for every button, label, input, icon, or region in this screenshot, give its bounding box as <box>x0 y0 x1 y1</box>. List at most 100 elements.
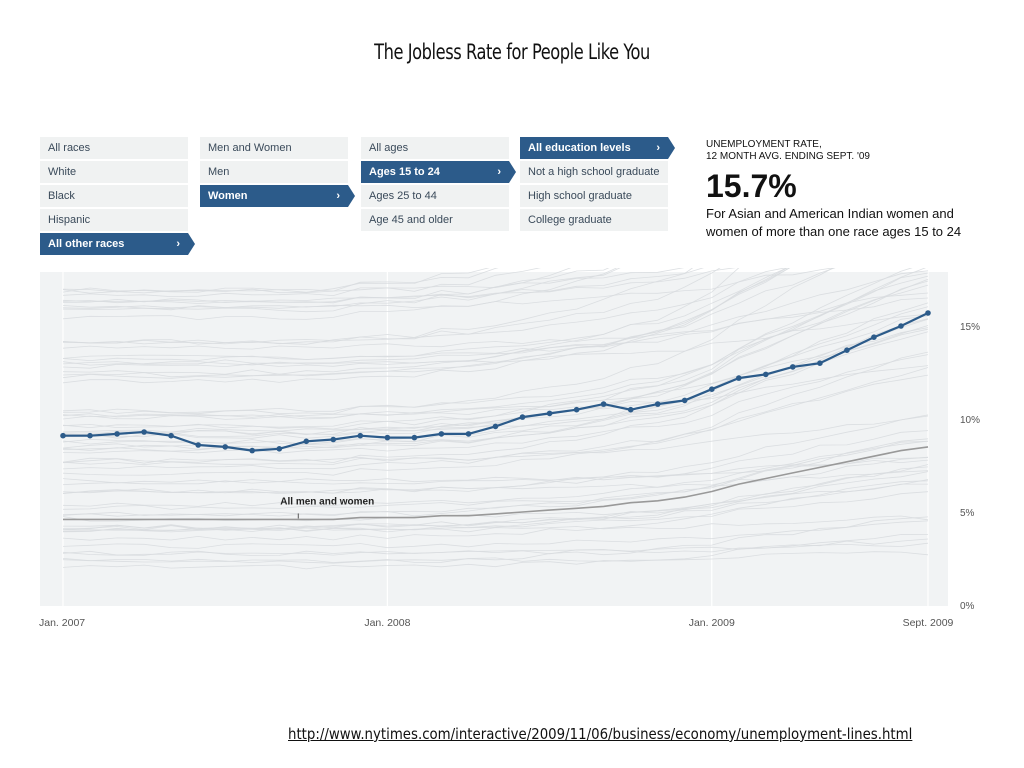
race-option-all-races[interactable]: All races <box>40 137 188 159</box>
data-point <box>384 434 391 441</box>
education-option-all-education-levels[interactable]: All education levels › <box>520 137 675 159</box>
option-label: Age 45 and older <box>369 214 453 226</box>
context-line <box>62 268 788 378</box>
context-line <box>62 268 740 375</box>
option-label: All other races <box>48 238 125 250</box>
context-line <box>62 534 929 570</box>
option-label: College graduate <box>528 214 612 226</box>
option-label: White <box>48 166 77 178</box>
group-description: For Asian and American Indian women and … <box>706 206 962 239</box>
age-option-ages-25-to-44[interactable]: Ages 25 to 44 <box>361 185 509 207</box>
context-line <box>62 351 929 476</box>
data-point <box>357 432 364 439</box>
option-label: All ages <box>369 142 409 154</box>
data-point <box>249 447 255 454</box>
data-point <box>411 434 418 441</box>
data-point <box>736 375 742 381</box>
data-point <box>519 414 526 420</box>
sex-option-men[interactable]: Men <box>200 161 348 183</box>
option-label: Men and Women <box>208 142 292 154</box>
annotation-label: All men and women <box>280 496 374 507</box>
data-point <box>709 386 715 392</box>
context-line <box>63 491 929 531</box>
context-line <box>62 268 791 384</box>
info-panel: UNEMPLOYMENT RATE, 12 MONTH AVG. ENDING … <box>706 139 996 241</box>
context-line <box>62 268 790 379</box>
data-point <box>492 423 499 430</box>
data-point <box>114 431 120 437</box>
age-option-age-45-and-older[interactable]: Age 45 and older <box>361 209 509 231</box>
context-line <box>62 479 929 541</box>
context-line <box>62 268 787 345</box>
data-point <box>141 429 147 435</box>
context-line <box>62 268 705 304</box>
context-line <box>62 327 929 418</box>
option-label: Ages 25 to 44 <box>369 190 437 202</box>
unemployment-value: 15.7% <box>706 168 797 204</box>
option-label: Women <box>208 190 248 202</box>
context-line <box>62 538 929 556</box>
context-line <box>62 354 929 454</box>
context-line <box>62 275 929 420</box>
context-line <box>62 520 929 549</box>
education-option-high-school-graduate[interactable]: High school graduate <box>520 185 668 207</box>
data-point <box>681 397 688 404</box>
context-line <box>62 268 694 345</box>
data-point <box>60 432 66 439</box>
education-option-not-a-high-school-graduate[interactable]: Not a high school graduate <box>520 161 668 183</box>
context-line <box>62 466 929 532</box>
data-point <box>898 323 904 329</box>
chevron-right-icon: › <box>497 166 501 178</box>
context-line <box>62 280 929 436</box>
data-point <box>465 431 472 437</box>
option-label: Ages 15 to 24 <box>369 166 440 178</box>
chevron-right-icon: › <box>656 142 660 154</box>
race-option-all-other-races[interactable]: All other races › <box>40 233 195 255</box>
option-label: High school graduate <box>528 190 632 202</box>
context-line <box>62 440 929 517</box>
age-option-ages-15-to-24[interactable]: Ages 15 to 24 › <box>361 161 516 183</box>
option-label: Men <box>208 166 230 178</box>
y-tick-label: 10% <box>960 415 980 426</box>
context-line <box>62 268 572 313</box>
data-point <box>600 401 607 407</box>
context-line <box>62 471 929 530</box>
data-point <box>925 310 931 316</box>
race-option-black[interactable]: Black <box>40 185 188 207</box>
option-label: All education levels <box>528 142 631 154</box>
x-tick-label: Jan. 2009 <box>689 617 735 629</box>
race-option-hispanic[interactable]: Hispanic <box>40 209 188 231</box>
x-tick-label: Jan. 2008 <box>364 617 410 629</box>
info-header-line1: UNEMPLOYMENT RATE, <box>706 139 822 150</box>
age-option-all-ages[interactable]: All ages <box>361 137 509 159</box>
source-url[interactable]: http://www.nytimes.com/interactive/2009/… <box>288 725 913 743</box>
context-line <box>62 268 835 309</box>
sex-option-women[interactable]: Women › <box>200 185 355 207</box>
data-point <box>546 410 553 417</box>
education-option-college-graduate[interactable]: College graduate <box>520 209 668 231</box>
context-line <box>62 268 621 311</box>
race-option-white[interactable]: White <box>40 161 188 183</box>
info-header-line2: 12 MONTH AVG. ENDING SEPT. '09 <box>706 151 870 162</box>
age-filter: All ages Ages 15 to 24 › Ages 25 to 44 Age 4… <box>361 137 516 233</box>
chevron-right-icon: › <box>176 238 180 250</box>
context-line <box>62 268 788 362</box>
data-point <box>844 347 850 353</box>
data-point <box>330 436 337 443</box>
context-line <box>62 318 929 464</box>
race-filter: All races White Black Hispanic All other rac… <box>40 137 195 257</box>
option-label: Not a high school graduate <box>528 166 660 178</box>
data-point <box>871 334 877 340</box>
context-line <box>62 270 929 365</box>
sex-filter: Men and Women Men Women › <box>200 137 355 209</box>
sex-option-men-and-women[interactable]: Men and Women <box>200 137 348 159</box>
data-point <box>763 371 769 378</box>
data-point <box>276 446 283 452</box>
data-point <box>438 431 445 437</box>
context-line <box>62 430 929 494</box>
context-line <box>62 365 929 419</box>
context-line <box>62 457 929 486</box>
education-filter: All education levels › Not a high school g… <box>520 137 675 233</box>
context-line <box>62 268 834 415</box>
data-point <box>195 442 201 448</box>
